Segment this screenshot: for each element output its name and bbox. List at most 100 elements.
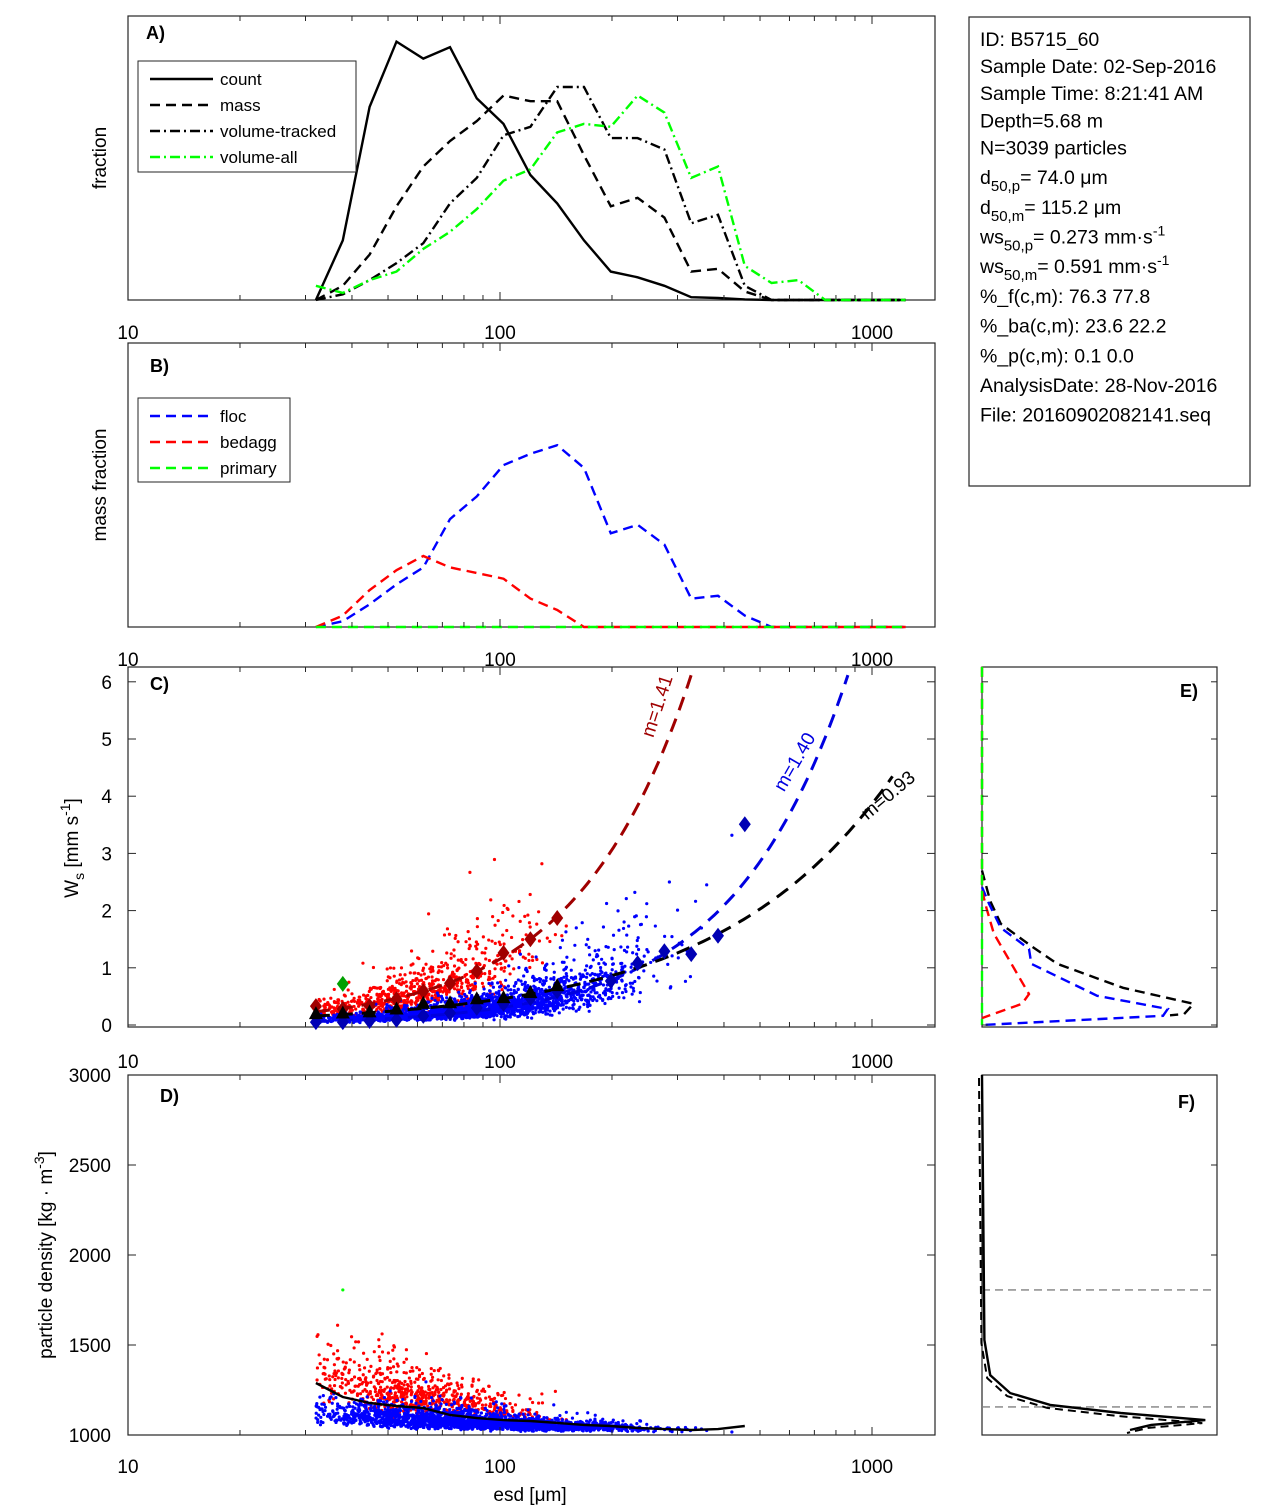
scatter-point-floc	[537, 986, 541, 991]
scatter-point-bedagg	[404, 1001, 409, 1005]
scatter-point-bedagg	[375, 986, 379, 990]
scatter-point-floc	[610, 991, 614, 995]
scatter-point-floc	[490, 995, 494, 1000]
scatter-point-bedagg	[437, 989, 442, 993]
scatter-point-bedagg	[392, 1400, 396, 1404]
scatter-point-floc	[637, 1000, 642, 1004]
scatter-point-bedagg	[348, 1358, 352, 1362]
scatter-point-bedagg	[437, 1390, 441, 1394]
scatter-point-bedagg	[388, 1359, 392, 1363]
scatter-point-floc	[655, 979, 659, 983]
scatter-point-bedagg	[483, 1389, 487, 1394]
scatter-point-floc	[317, 1413, 321, 1417]
scatter-point-bedagg	[379, 985, 383, 990]
scatter-point-bedagg	[318, 999, 322, 1003]
scatter-point-bedagg	[400, 977, 404, 981]
scatter-point-floc	[645, 1422, 649, 1426]
scatter-point-bedagg	[463, 963, 467, 967]
scatter-point-bedagg	[486, 978, 491, 982]
scatter-point-bedagg	[476, 1401, 481, 1405]
scatter-point-bedagg	[390, 1380, 395, 1385]
axes-d	[127, 1074, 936, 1436]
scatter-point-bedagg	[484, 1396, 488, 1400]
scatter-point-bedagg	[463, 1398, 467, 1402]
scatter-point-bedagg	[380, 1388, 384, 1392]
scatter-point-bedagg	[429, 1379, 433, 1383]
scatter-point-floc	[565, 995, 569, 999]
scatter-point-bedagg	[484, 1403, 488, 1407]
scatter-point-bedagg	[356, 1384, 360, 1388]
scatter-point-floc	[517, 1412, 521, 1416]
scatter-point-bedagg	[365, 1389, 369, 1393]
scatter-point-bedagg	[430, 983, 434, 987]
scatter-point-bedagg	[480, 1406, 484, 1410]
scatter-point-bedagg	[412, 984, 417, 989]
scatter-point-floc	[337, 1417, 341, 1422]
scatter-point-bedagg	[478, 1398, 483, 1402]
scatter-point-bedagg	[492, 857, 497, 862]
scatter-point-bedagg	[461, 989, 465, 993]
scatter-point-bedagg	[413, 1001, 417, 1005]
scatter-point-floc	[360, 1403, 364, 1407]
scatter-point-bedagg	[415, 1399, 419, 1403]
scatter-point-bedagg	[315, 1366, 320, 1370]
scatter-point-bedagg	[442, 989, 446, 993]
scatter-point-floc	[500, 1012, 504, 1016]
scatter-point-floc	[574, 926, 578, 930]
scatter-point-floc	[485, 1408, 489, 1413]
scatter-point-bedagg	[505, 1409, 509, 1413]
scatter-point-bedagg	[512, 967, 516, 971]
scatter-point-bedagg	[456, 1398, 460, 1402]
scatter-point-floc	[330, 1401, 334, 1405]
scatter-point-bedagg	[352, 1004, 356, 1009]
scatter-point-bedagg	[397, 978, 402, 982]
scatter-point-bedagg	[470, 1384, 474, 1388]
scatter-point-floc	[314, 1411, 318, 1415]
scatter-point-floc	[670, 954, 674, 958]
scatter-point-floc	[357, 1414, 361, 1418]
scatter-point-floc	[337, 1415, 341, 1419]
scatter-point-floc	[479, 1427, 483, 1431]
scatter-point-bedagg	[361, 1389, 365, 1393]
scatter-point-bedagg	[452, 964, 457, 968]
scatter-point-floc	[500, 1402, 504, 1406]
scatter-point-bedagg	[380, 1380, 384, 1384]
scatter-point-floc	[636, 947, 641, 952]
scatter-point-bedagg	[553, 933, 557, 937]
scatter-point-bedagg	[466, 930, 470, 934]
scatter-point-bedagg	[395, 980, 399, 985]
scatter-point-bedagg	[447, 1387, 452, 1391]
scatter-point-bedagg	[527, 952, 531, 956]
scatter-point-floc	[586, 1411, 590, 1415]
scatter-point-bedagg	[378, 1358, 382, 1363]
scatter-point-floc	[468, 989, 472, 993]
scatter-point-bedagg	[411, 979, 415, 983]
scatter-point-bedagg	[377, 1344, 381, 1349]
scatter-point-bedagg	[426, 997, 430, 1002]
scatter-point-floc	[585, 998, 589, 1002]
scatter-point-bedagg	[419, 978, 424, 982]
scatter-point-bedagg	[369, 1364, 373, 1368]
scatter-point-floc	[588, 1003, 592, 1007]
scatter-point-bedagg	[489, 898, 493, 902]
scatter-point-bedagg	[336, 1369, 341, 1373]
scatter-point-bedagg	[427, 912, 431, 916]
scatter-point-floc	[622, 920, 626, 924]
scatter-point-bedagg	[471, 1379, 475, 1383]
scatter-point-bedagg	[402, 1383, 406, 1387]
scatter-point-floc	[502, 1410, 507, 1415]
scatter-point-floc	[332, 1414, 336, 1418]
scatter-point-bedagg	[355, 1001, 360, 1005]
scatter-point-bedagg	[316, 1333, 320, 1337]
scatter-point-floc	[422, 1425, 426, 1430]
scatter-point-bedagg	[399, 966, 404, 970]
scatter-point-bedagg	[426, 1404, 430, 1408]
scatter-point-floc	[545, 1416, 549, 1420]
scatter-point-bedagg	[499, 1393, 504, 1398]
scatter-point-bedagg	[361, 993, 366, 997]
scatter-point-bedagg	[560, 934, 564, 938]
scatter-point-bedagg	[517, 949, 522, 953]
scatter-point-floc	[603, 991, 608, 995]
scatter-point-bedagg	[336, 1357, 340, 1361]
